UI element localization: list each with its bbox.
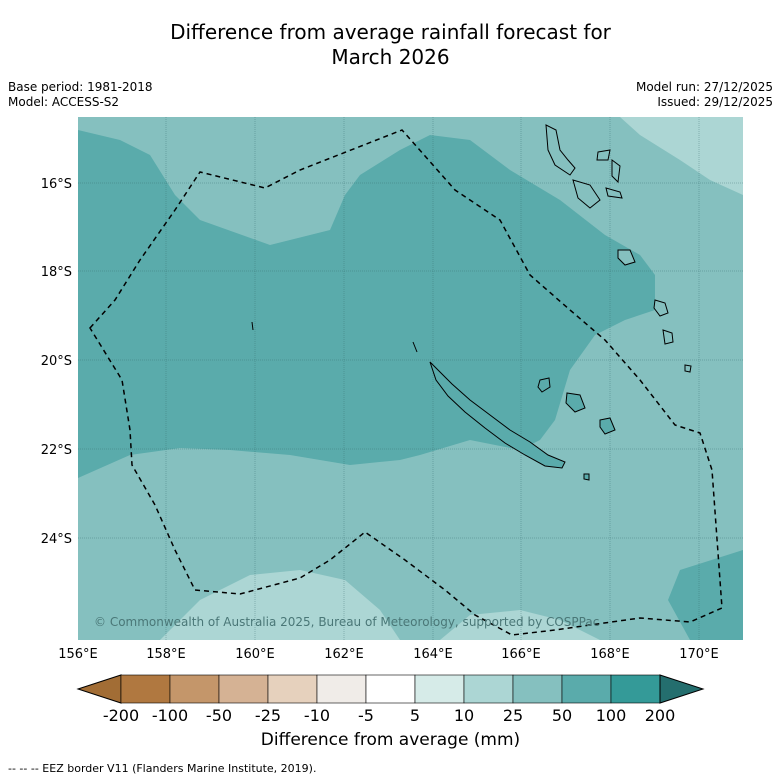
band-50-100	[78, 130, 655, 478]
lon-label: 170°E	[679, 647, 719, 662]
map-title: Difference from average rainfall forecas…	[0, 20, 781, 70]
belep-islands	[412, 341, 418, 353]
band-10-25-south	[160, 570, 400, 640]
model-run: Model run: 27/12/2025	[635, 80, 773, 94]
colorbar-segment	[316, 674, 367, 704]
colorbar-segment	[218, 674, 269, 704]
meta-left: Base period: 1981-2018 Model: ACCESS-S2	[8, 80, 153, 110]
vanuatu-malakula	[572, 179, 601, 209]
map-field: © Commonwealth of Australia 2025, Bureau…	[78, 117, 743, 640]
colorbar-segment	[120, 674, 171, 704]
loyalty-island-1	[537, 377, 551, 393]
vanuatu-island-3	[605, 187, 623, 199]
loyalty-island-3	[599, 417, 616, 435]
vanuatu-santo	[545, 124, 576, 176]
colorbar-segment	[169, 674, 220, 704]
vanuatu-erromango	[653, 299, 669, 317]
colorbar-segment	[267, 674, 318, 704]
graticule	[78, 117, 743, 640]
colorbar-tick-label: -5	[358, 706, 374, 725]
colorbar-tick-label: -100	[152, 706, 188, 725]
lon-label: 158°E	[146, 647, 186, 662]
title-line-2: March 2026	[331, 45, 450, 69]
colorbar-tick-label: -10	[304, 706, 330, 725]
longitude-axis: 156°E 158°E 160°E 162°E 164°E 166°E 168°…	[58, 647, 719, 662]
vanuatu-island-1	[596, 149, 611, 161]
colorbar-tick-label: -25	[255, 706, 281, 725]
colorbar-extend-high	[659, 674, 705, 704]
colorbar-segment	[365, 674, 416, 704]
lat-label: 24°S	[41, 532, 72, 547]
lat-label: 16°S	[41, 177, 72, 192]
colorbar-tick-label: -50	[206, 706, 232, 725]
new-caledonia-island	[429, 361, 566, 469]
vanuatu-efate	[617, 249, 636, 266]
meta-right: Model run: 27/12/2025 Issued: 29/12/2025	[636, 80, 773, 110]
lat-label: 18°S	[41, 265, 72, 280]
colorbar-tick-label: 10	[454, 706, 474, 725]
colorbar-segment	[463, 674, 514, 704]
lon-label: 160°E	[235, 647, 275, 662]
lon-label: 156°E	[58, 647, 98, 662]
base-period: Base period: 1981-2018	[8, 80, 153, 94]
band-50-100-southeast	[668, 550, 743, 640]
copyright-text: © Commonwealth of Australia 2025, Bureau…	[94, 615, 599, 629]
colorbar-tick-label: 100	[596, 706, 627, 725]
band-10-25-southeast	[440, 610, 600, 640]
model-name: Model: ACCESS-S2	[8, 95, 120, 109]
colorbar-extend-low	[76, 674, 122, 704]
lon-label: 168°E	[590, 647, 630, 662]
colorbar-tick-label: 5	[410, 706, 420, 725]
colorbar-tick-label: 200	[645, 706, 676, 725]
latitude-axis: 16°S 18°S 20°S 22°S 24°S	[41, 177, 72, 547]
islet-south	[583, 473, 590, 481]
title-line-1: Difference from average rainfall forecas…	[170, 20, 611, 44]
vanuatu-tanna	[662, 329, 674, 345]
chesterfield-islet	[251, 321, 254, 331]
colorbar-tick-label: 25	[503, 706, 523, 725]
issued-date: Issued: 29/12/2025	[657, 95, 773, 109]
colorbar-segment	[512, 674, 563, 704]
colorbar	[76, 674, 705, 704]
colorbar-label: Difference from average (mm)	[260, 730, 521, 750]
lon-label: 164°E	[413, 647, 453, 662]
eez-footnote: -- -- -- EEZ border V11 (Flanders Marine…	[8, 762, 317, 775]
lat-label: 22°S	[41, 443, 72, 458]
colorbar-segment	[414, 674, 465, 704]
colorbar-segment	[561, 674, 612, 704]
band-10-25-northeast	[620, 117, 743, 195]
colorbar-segment	[610, 674, 661, 704]
colorbar-ticks: -200 -100 -50 -25 -10 -5 5 10 25 50 100 200	[103, 706, 675, 725]
vanuatu-aneityum	[684, 364, 692, 373]
vanuatu-island-2	[611, 159, 621, 184]
colorbar-tick-label: -200	[103, 706, 139, 725]
eez-border	[89, 129, 723, 636]
lat-label: 20°S	[41, 354, 72, 369]
loyalty-island-2	[565, 392, 586, 413]
colorbar-tick-label: 50	[552, 706, 572, 725]
lon-label: 166°E	[501, 647, 541, 662]
lon-label: 162°E	[324, 647, 364, 662]
